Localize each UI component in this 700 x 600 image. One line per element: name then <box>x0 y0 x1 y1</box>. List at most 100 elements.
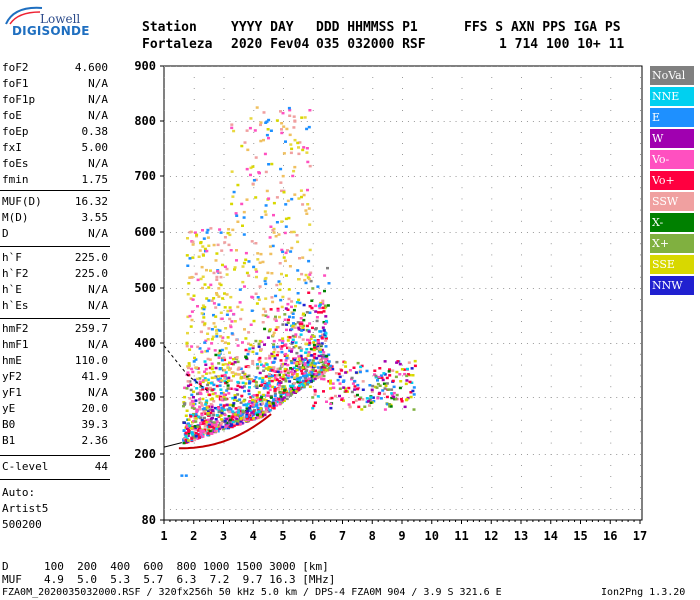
echo-point <box>254 156 258 159</box>
grid-dot <box>390 454 392 455</box>
echo-point <box>227 392 231 395</box>
echo-point <box>230 126 234 130</box>
echo-point <box>310 299 314 302</box>
param-label: h`F <box>2 251 22 264</box>
grid-dot <box>193 454 195 455</box>
grid-dot <box>223 321 225 322</box>
grid-dot <box>354 121 356 122</box>
grid-dot <box>491 176 493 177</box>
grid-dot <box>479 66 481 67</box>
grid-dot <box>277 509 279 510</box>
grid-dot <box>586 343 588 344</box>
echo-point <box>324 369 328 372</box>
echo-point <box>313 352 317 356</box>
y-tick-label: 900 <box>134 59 156 73</box>
echo-point <box>313 377 317 381</box>
echo-point <box>223 241 227 244</box>
legend-item: SSW <box>650 192 694 211</box>
grid-dot <box>164 254 165 256</box>
grid-dot <box>491 310 493 311</box>
grid-dot <box>616 121 618 122</box>
grid-dot <box>628 397 630 398</box>
grid-dot <box>610 487 612 488</box>
grid-dot <box>610 77 612 78</box>
echo-point <box>320 377 324 381</box>
echo-point <box>286 393 290 396</box>
grid-dot <box>205 397 207 398</box>
echo-point <box>268 404 272 408</box>
echo-point <box>270 379 274 383</box>
echo-point <box>248 126 252 130</box>
param-label: M(D) <box>2 211 29 224</box>
echo-point <box>243 389 246 393</box>
echo-point <box>300 358 304 361</box>
grid-dot <box>449 176 451 177</box>
param-value: 2.36 <box>81 434 109 447</box>
echo-point <box>252 417 255 420</box>
grid-dot <box>193 77 195 78</box>
echo-point <box>308 385 312 388</box>
echo-point <box>283 318 287 321</box>
echo-point <box>258 377 262 380</box>
grid-dot <box>354 288 356 289</box>
echo-point <box>298 346 302 349</box>
grid-dot <box>372 276 374 278</box>
grid-dot <box>485 232 487 233</box>
header-label-time: DDD HHMMSS P1 <box>316 20 418 35</box>
grid-dot <box>378 454 380 455</box>
echo-point <box>255 275 258 279</box>
grid-dot <box>312 509 314 510</box>
echo-point <box>302 385 306 388</box>
echo-point <box>254 416 258 420</box>
grid-dot <box>491 343 493 344</box>
grid-dot <box>610 265 612 267</box>
grid-dot <box>580 232 582 233</box>
x-tick-label: 8 <box>369 529 376 543</box>
grid-dot <box>640 343 641 344</box>
grid-dot <box>461 332 463 333</box>
echo-point <box>270 272 274 275</box>
grid-dot <box>532 397 534 398</box>
echo-point <box>301 203 305 206</box>
grid-dot <box>538 343 540 344</box>
grid-dot <box>503 343 505 344</box>
echo-point <box>305 127 309 131</box>
echo-point <box>200 413 204 416</box>
grid-dot <box>521 509 522 510</box>
grid-dot <box>568 288 570 289</box>
grid-dot <box>580 276 582 278</box>
header-value-settings: 1 714 100 10+ 11 <box>499 37 625 52</box>
echo-point <box>201 275 205 278</box>
grid-dot <box>402 343 403 344</box>
grid-dot <box>461 465 463 466</box>
grid-dot <box>628 509 630 510</box>
echo-point <box>368 404 371 407</box>
grid-dot <box>372 321 374 322</box>
grid-dot <box>604 176 606 177</box>
echo-point <box>292 382 296 385</box>
echo-point <box>342 386 346 389</box>
grid-dot <box>283 498 284 499</box>
echo-point <box>211 392 215 396</box>
echo-point <box>199 434 203 437</box>
echo-point <box>216 426 220 429</box>
grid-dot <box>544 288 546 289</box>
grid-dot <box>223 454 225 455</box>
echo-point <box>298 335 302 339</box>
echo-point <box>302 303 306 307</box>
echo-point <box>259 348 263 351</box>
echo-point <box>226 384 230 387</box>
grid-dot <box>253 299 255 300</box>
grid-dot <box>402 132 403 133</box>
echo-point <box>325 400 328 403</box>
grid-dot <box>640 299 641 300</box>
echo-point <box>299 361 303 365</box>
echo-point <box>292 366 296 370</box>
grid-dot <box>193 498 195 499</box>
echo-point <box>231 418 235 422</box>
grid-dot <box>526 454 528 455</box>
echo-point <box>252 394 256 397</box>
grid-dot <box>467 288 469 289</box>
echo-point <box>236 183 240 187</box>
grid-dot <box>283 209 284 211</box>
